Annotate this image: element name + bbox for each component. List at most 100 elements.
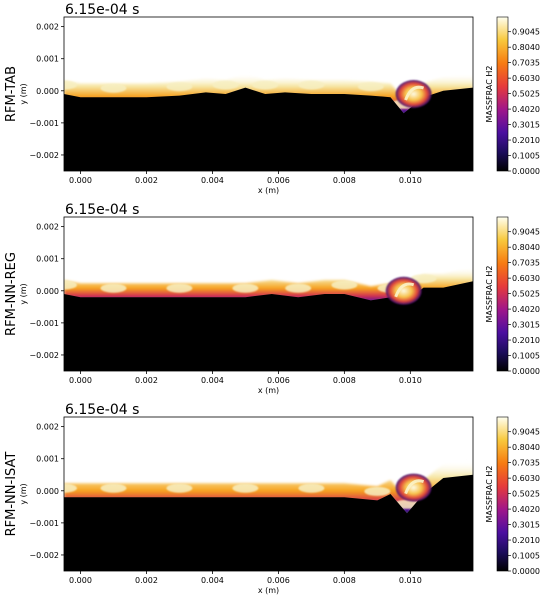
mixing-puff [100,83,127,93]
row-label: RFM-NN-REG [4,252,19,336]
heatmap-field [64,217,473,371]
panel-title: 6.15e-04 s [65,402,139,418]
x-tick-label: 0.000 [69,176,92,185]
plot-frame [63,416,474,572]
colorbar-tick-label: 0.8040 [512,243,540,252]
colorbar-label: MASSFRAC H2 [485,266,494,323]
colorbar-tick-label: 0.8040 [512,43,540,52]
colorbar-tick-label: 0.8040 [512,443,540,452]
colorbar-tick-label: 0.1005 [512,152,540,161]
mixing-puff [298,80,325,90]
colorbar [496,16,509,172]
colorbar-tick-label: 0.7035 [512,59,540,68]
mixing-puff [252,80,279,90]
y-tick-label: −0.001 [29,519,59,528]
x-tick-label: 0.006 [267,376,290,385]
mixing-puff [166,82,193,92]
colorbar-tick-label: 0.3015 [512,121,540,130]
colorbar-tick-label: 0.2010 [512,536,540,545]
y-tick-label: 0.002 [36,23,59,32]
plot-frame [63,16,474,172]
y-tick-label: 0.000 [36,87,59,96]
heatmap-field [64,417,473,571]
x-tick-label: 0.010 [399,176,422,185]
colorbar-tick-label: 0.6030 [512,274,540,283]
mixing-puff [212,80,239,90]
y-tick-label: −0.002 [29,551,59,560]
panel-title: 6.15e-04 s [65,2,139,18]
x-tick-label: 0.002 [135,376,158,385]
colorbar-tick-label: 0.4020 [512,105,540,114]
colorbar [496,416,509,572]
x-tick-label: 0.010 [399,576,422,585]
colorbar-tick-label: 0.5025 [512,290,540,299]
colorbar-tick-label: 0.6030 [512,74,540,83]
mixing-puff [298,483,325,493]
plot-frame [63,216,474,372]
colorbar-label: MASSFRAC H2 [485,466,494,523]
x-tick-label: 0.002 [135,576,158,585]
colorbar-tick-label: 0.9045 [512,228,540,237]
mixing-puff [64,80,77,90]
row-label: RFM-TAB [4,66,19,122]
colorbar-tick-label: 0.4020 [512,305,540,314]
y-axis-label: y (m) [19,483,28,504]
colorbar-tick-label: 0.1005 [512,352,540,361]
h2-free-region [64,87,473,171]
panel-title: 6.15e-04 s [65,202,139,218]
x-axis-label: x (m) [258,186,279,195]
mixing-puff [285,283,312,293]
roll-up-vortex [395,80,432,108]
x-tick-label: 0.004 [201,176,224,185]
colorbar-tick-label: 0.9045 [512,28,540,37]
h2-free-region [64,474,473,571]
x-tick-label: 0.006 [267,576,290,585]
colorbar-tick-label: 0.3015 [512,321,540,330]
mixing-puff [166,483,193,493]
mixing-puff [357,82,384,92]
colorbar-tick-label: 0.0000 [512,167,540,176]
x-axis-label: x (m) [258,386,279,395]
mixing-layer [64,267,473,306]
colorbar-tick-label: 0.0000 [512,367,540,376]
x-tick-label: 0.004 [201,376,224,385]
panel-3: 6.15e-04 s RFM-NN-ISAT y (m) 0.002 0.001 0.00… [4,402,540,595]
x-tick-label: 0.006 [267,176,290,185]
colorbar-tick-label: 0.5025 [512,490,540,499]
y-tick-label: 0.000 [36,287,59,296]
mixing-puff [100,283,127,293]
colorbar-tick-label: 0.1005 [512,552,540,561]
vortex-core [404,85,425,101]
y-tick-label: 0.001 [36,255,59,264]
y-tick-label: 0.001 [36,455,59,464]
y-tick-label: 0.001 [36,55,59,64]
row-label: RFM-NN-ISAT [4,452,19,537]
roll-up-vortex [395,473,432,502]
y-tick-label: 0.000 [36,487,59,496]
colorbar-tick-label: 0.5025 [512,90,540,99]
panel-2: 6.15e-04 s RFM-NN-REG y (m) 0.002 0.001 0.000… [4,202,540,395]
colorbar [496,216,509,372]
y-tick-label: −0.002 [29,351,59,360]
x-tick-label: 0.008 [333,376,356,385]
mixing-puff [100,483,127,493]
colorbar-tick-label: 0.0000 [512,567,540,576]
x-tick-label: 0.002 [135,176,158,185]
roll-up-vortex [385,276,422,305]
y-tick-label: −0.001 [29,119,59,128]
x-tick-label: 0.008 [333,176,356,185]
heatmap-field [64,17,473,171]
x-tick-label: 0.008 [333,576,356,585]
mixing-puff [64,483,77,493]
y-tick-label: −0.002 [29,151,59,160]
mixing-puff [232,483,259,493]
x-tick-label: 0.004 [201,576,224,585]
x-tick-label: 0.000 [69,576,92,585]
x-tick-label: 0.010 [399,376,422,385]
mixing-puff [64,280,77,290]
mixing-puff [410,274,437,284]
panel-1: 6.15e-04 s RFM-TAB y (m) 0.002 0.001 0.000 −0.… [4,2,540,195]
colorbar-label: MASSFRAC H2 [485,66,494,123]
h2-free-region [64,281,473,371]
